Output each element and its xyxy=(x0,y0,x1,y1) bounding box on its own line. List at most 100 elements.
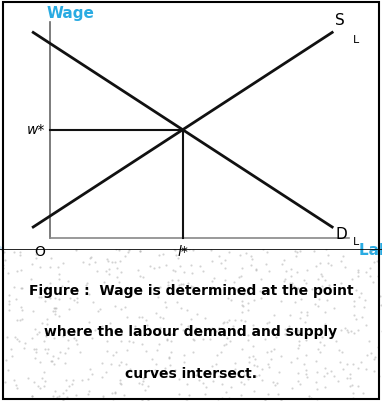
Point xyxy=(363,269,369,275)
Point xyxy=(306,393,312,399)
Point xyxy=(126,247,133,253)
Point xyxy=(143,317,149,323)
Point xyxy=(281,277,287,284)
Point xyxy=(11,377,17,383)
Point xyxy=(52,311,58,317)
Point xyxy=(117,380,123,387)
Point xyxy=(99,374,105,381)
Point xyxy=(164,337,170,343)
Point xyxy=(179,289,185,296)
Point xyxy=(17,249,23,255)
Point xyxy=(196,332,202,338)
Text: L: L xyxy=(353,237,359,247)
Point xyxy=(190,349,196,356)
Point xyxy=(345,327,351,333)
Point xyxy=(145,397,151,401)
Point xyxy=(166,354,172,360)
Point xyxy=(251,387,257,394)
Point xyxy=(138,341,144,347)
Point xyxy=(254,363,260,369)
Point xyxy=(189,270,196,276)
Point xyxy=(58,283,65,290)
Point xyxy=(160,251,166,258)
Point xyxy=(113,245,119,252)
Point xyxy=(313,379,319,385)
Point xyxy=(67,295,73,302)
Point xyxy=(88,253,94,260)
Point xyxy=(354,268,361,275)
Point xyxy=(376,373,382,379)
Point xyxy=(172,367,178,373)
Point xyxy=(126,338,132,344)
Text: Wage: Wage xyxy=(47,6,94,22)
Point xyxy=(141,375,147,381)
Point xyxy=(89,371,95,377)
Text: L: L xyxy=(353,34,359,45)
Point xyxy=(240,302,246,308)
Point xyxy=(191,337,197,343)
Point xyxy=(215,373,222,380)
Point xyxy=(251,297,257,304)
Point xyxy=(213,360,219,367)
Point xyxy=(19,316,25,322)
Point xyxy=(65,278,71,284)
Point xyxy=(86,318,92,325)
Point xyxy=(340,366,346,373)
Point xyxy=(257,295,264,301)
Point xyxy=(72,287,78,294)
Point xyxy=(185,280,191,286)
Point xyxy=(44,284,50,290)
Point xyxy=(74,341,80,348)
Point xyxy=(371,259,377,265)
Point xyxy=(351,303,358,310)
Point xyxy=(209,278,215,284)
Point xyxy=(353,287,359,294)
Point xyxy=(253,373,259,379)
Point xyxy=(209,258,215,264)
Point xyxy=(178,281,184,288)
Point xyxy=(136,380,142,386)
Point xyxy=(227,338,233,344)
Point xyxy=(57,349,63,355)
Point xyxy=(95,308,101,314)
Point xyxy=(366,337,372,344)
Point xyxy=(86,260,92,267)
Point xyxy=(92,259,98,265)
Point xyxy=(292,288,298,294)
Point xyxy=(100,395,107,401)
Point xyxy=(190,247,196,253)
Point xyxy=(188,262,194,269)
Point xyxy=(193,324,199,331)
Point xyxy=(172,247,178,253)
Point xyxy=(266,319,272,326)
Point xyxy=(184,307,190,314)
Point xyxy=(244,300,251,306)
Point xyxy=(123,360,129,367)
Point xyxy=(83,282,89,288)
Point xyxy=(110,397,116,401)
Point xyxy=(140,274,146,280)
Point xyxy=(282,326,288,332)
Text: curves intersect.: curves intersect. xyxy=(125,367,257,381)
Point xyxy=(121,392,128,399)
Point xyxy=(52,294,58,301)
Point xyxy=(3,356,9,363)
Point xyxy=(209,325,215,331)
Point xyxy=(371,355,377,362)
Point xyxy=(124,347,130,353)
Point xyxy=(297,381,303,387)
Point xyxy=(375,273,381,279)
Point xyxy=(8,346,14,352)
Point xyxy=(117,258,123,265)
Point xyxy=(220,320,226,326)
Point xyxy=(245,337,251,343)
Point xyxy=(282,257,288,263)
Point xyxy=(80,259,86,265)
Point xyxy=(213,328,219,335)
Point xyxy=(276,369,282,376)
Point xyxy=(62,350,68,356)
Point xyxy=(241,381,248,387)
Point xyxy=(222,265,228,271)
Point xyxy=(42,378,48,384)
Point xyxy=(6,301,12,308)
